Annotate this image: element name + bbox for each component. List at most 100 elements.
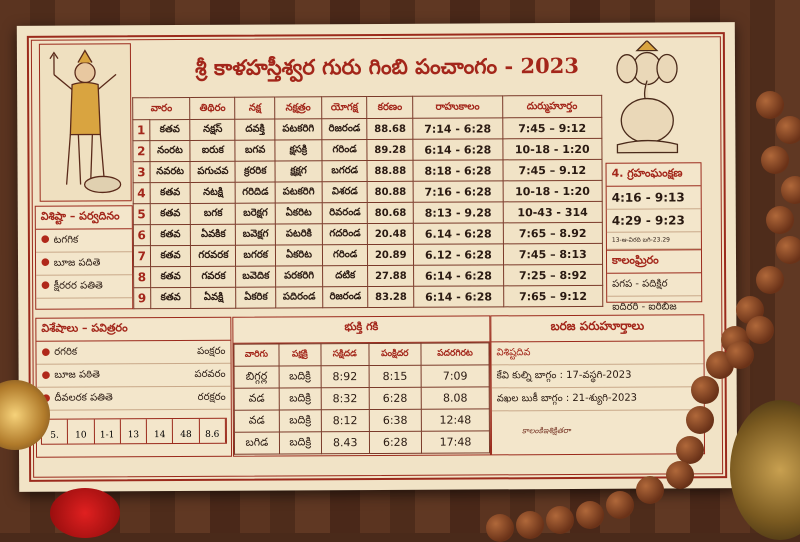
festival-label: టగగిక [53,234,79,246]
table-cell: బదిక్రి [279,409,322,433]
table-row: బిగ్గర్ల బదిక్రి 8:92 8:15 7:09 [234,364,490,389]
table-cell: 7:45 – 9:12 [502,117,602,139]
muhurtham-box: బరజ పరుహూర్తాలు విశిష్టదివ కేవి కుల్ని బ… [490,314,706,456]
special-day-label: ● బూజ పఠితె [42,368,100,382]
table-cell: కతవ [150,245,191,267]
table-cell: విశరడ [321,181,368,203]
table-cell: బగరడ [321,160,368,182]
table-row: 1 కతవ నక్షస్ దవక్తి పటకరిగి రిజరండ 88.68 7:14 -… [132,117,602,141]
table-cell: గదరిండ [322,223,368,245]
table-row: 3 నవరట పగుచవ క్రరరిక క్షక్షగ బగరడ 88.88 8:18 - … [132,159,603,183]
table-cell: 7:16 - 6:28 [413,180,503,203]
bhukti-heading: భుక్తి గకి [233,316,490,344]
table-row: 8 కతవ గవరక బవెదిక పరకరిగి దటిక 27.88 6:14 - 6:2… [133,264,603,288]
table-cell: దటిక [322,265,369,287]
table-cell: 7:09 [421,364,490,388]
table-cell: పటకరిగి [274,118,322,141]
rudraksha-bead [761,146,789,174]
muhurtham-subheading: విశిష్టదివ [491,341,704,366]
table-cell: బిగ్గర్ల [234,366,279,389]
rudraksha-bead [691,376,719,404]
festival-item: ● బూజ పదితె [35,252,133,276]
table-cell: బవెక్షగ [235,224,276,246]
table-cell: 88.68 [367,118,413,140]
timing-note: 13-ఆ-విరది బగి-23.29 [606,232,701,250]
table-cell: 6:38 [368,409,422,432]
page-title: శ్రీ కాళహస్తీశ్వర గురు గింబి పంచాంగం - 2… [195,52,579,80]
table-cell: ఏకరిక [236,287,276,309]
column-header: నక్ష [235,97,275,120]
special-day-name: బూజ పఠితె [54,369,100,381]
table-cell: 6:28 [368,431,422,454]
column-header: వారం [132,97,191,120]
column-header: వారిగు [233,344,279,367]
column-header: పంక్షిదర [368,343,422,366]
table-cell: క్షసక్రి [274,139,322,162]
table-cell: పగుచవ [190,161,236,183]
table-cell: ఏవక్షి [191,287,237,309]
table-cell: 88.88 [367,160,414,182]
number-cell: 13 [120,419,148,444]
festival-label: బూజ పదితె [53,257,101,269]
special-day-item: ● రగరిక పంక్షరం [36,340,231,365]
table-cell: 8:32 [321,387,369,410]
table-cell: కతవ [149,224,191,246]
table-cell: కతవ [149,203,191,225]
rudraksha-bead [576,501,604,529]
table-row: 6 కతవ ఏవకిక బవెక్షగ పటరికి గదరిండ 20.48 6.14 - … [133,222,603,246]
bullet-icon: ● [41,346,51,358]
special-day-label: ● రగరిక [41,346,77,360]
table-cell: 8:12 [321,409,369,432]
special-day-value: పంక్షరం [197,345,226,357]
table-cell: 12:48 [421,408,490,432]
table-cell: 10-18 - 1:20 [502,138,602,160]
table-cell: 6.14 - 6:28 [413,222,504,245]
table-cell: 7 [133,245,151,267]
table-cell: 8.43 [321,431,370,454]
table-cell: 6:14 - 6:28 [412,138,503,161]
column-header: రాహుకాలం [412,95,503,119]
table-cell: 8:15 [368,365,422,388]
table-cell: 6:14 - 6:28 [413,285,504,308]
table-cell: 7:14 - 6:28 [412,117,503,140]
table-cell: నటక్షి [190,182,236,204]
table-cell: 80.68 [367,202,414,224]
number-cell: 1-1 [94,419,121,444]
table-cell: క్షక్షగ [275,160,322,183]
table-cell: కతవ [149,119,191,141]
table-cell: 8:13 - 9.28 [413,201,503,224]
table-cell: పటకరిగి [275,181,323,204]
rudraksha-bead [776,236,800,264]
table-cell: 9 [133,287,151,309]
table-cell: గరిండ [321,139,368,161]
table-cell: బదిక్రి [278,365,322,389]
rudraksha-bead [766,206,794,234]
table-cell: 83.28 [368,286,414,308]
muhurtham-line-1: కేవి కుల్ని బాగ్గం : 17-వస్థగి-2023 [491,364,704,389]
table-cell: 7:25 – 8:92 [503,264,603,286]
rudraksha-bead [606,491,634,519]
column-header: కరణం [367,96,413,119]
column-header: సక్షిదడ [320,343,369,366]
festival-item: ● టగగిక [35,229,132,253]
table-cell: గవరక [190,266,237,288]
festivals-box: విశిష్టా – పర్వదినం ● టగగిక ● బూజ పదితె ● క్ష… [34,205,134,310]
rudraksha-bead [676,436,704,464]
table-cell: కతవ [149,182,191,204]
table-row: వడ బదిక్రి 8:32 6:28 8.08 [234,386,490,411]
special-day-value: పరవరం [194,368,226,380]
panchangam-main-table: వారం తిథిరం నక్ష నక్షత్రం యోగక్ష కరణం రాహుకాలం… [132,95,603,309]
bullet-icon: ● [40,233,50,245]
table-cell: 8:92 [320,365,369,388]
number-cell: 10 [68,419,95,444]
table-row: 9 కతవ ఏవక్షి ఏకరిక పదిరండ రిజరండ 83.28 6:14 - 6… [133,285,603,309]
table-cell: 17:48 [421,430,490,454]
table-cell: 3 [132,161,150,183]
bullet-icon: ● [40,256,50,268]
column-header: తిథిరం [190,97,236,120]
table-row: 4 కతవ నటక్షి గరిదిడ పటకరిగి విశరడ 80.88 7:16 - … [133,180,603,204]
table-cell: 8 [133,266,151,288]
table-cell: బరెక్షగ [235,203,276,225]
table-cell: రివరండ [322,202,368,224]
table-cell: ఏవకిక [190,224,236,246]
